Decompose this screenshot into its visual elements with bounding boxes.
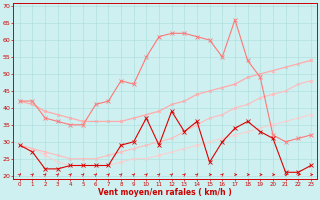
X-axis label: Vent moyen/en rafales ( km/h ): Vent moyen/en rafales ( km/h ) — [99, 188, 232, 197]
